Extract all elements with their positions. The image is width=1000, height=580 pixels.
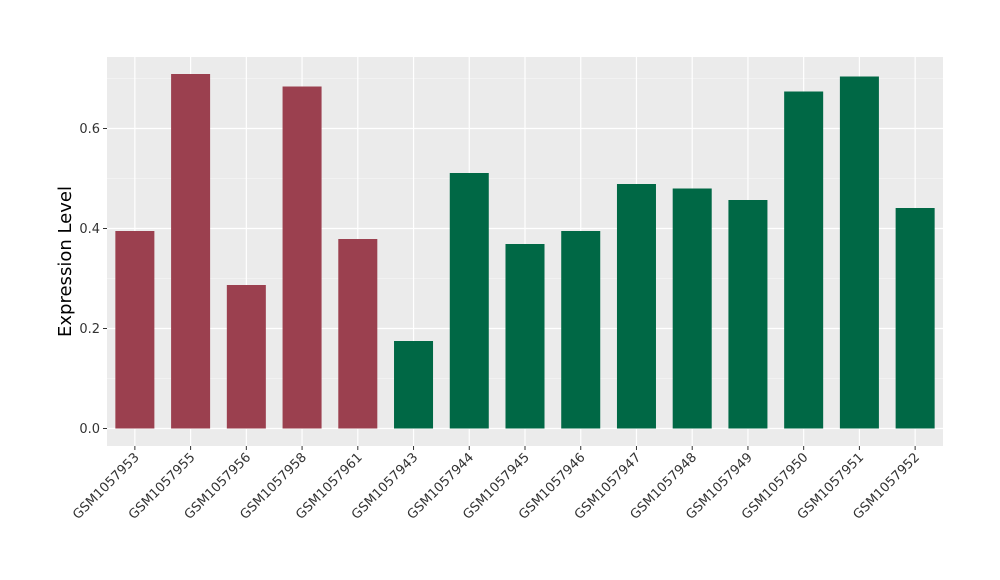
bar-gsm1057943 [394, 341, 434, 429]
bar-gsm1057961 [338, 239, 378, 429]
bar-gsm1057947 [616, 184, 656, 429]
y-axis-title: Expression Level [55, 186, 76, 337]
bar-gsm1057950 [784, 91, 824, 429]
bar-gsm1057944 [449, 173, 489, 429]
bar-gsm1057948 [672, 188, 712, 429]
x-axis: GSM1057953GSM1057955GSM1057956GSM1057958… [70, 446, 923, 523]
bar-gsm1057952 [895, 208, 935, 429]
y-tick-label: 0.6 [79, 122, 100, 137]
bar-gsm1057956 [226, 285, 266, 429]
bars-group [115, 74, 935, 429]
bar-gsm1057945 [505, 244, 545, 429]
y-tick-label: 0.0 [79, 422, 100, 437]
bar-gsm1057946 [561, 231, 601, 429]
bar-gsm1057958 [282, 86, 322, 429]
y-tick-label: 0.2 [79, 322, 100, 337]
bar-gsm1057949 [728, 200, 768, 429]
bar-gsm1057953 [115, 231, 155, 429]
y-axis: 0.0 0.2 0.4 0.6 [79, 122, 107, 437]
bar-gsm1057955 [171, 74, 211, 429]
y-tick-label: 0.4 [79, 222, 100, 237]
bar-gsm1057951 [839, 76, 879, 429]
